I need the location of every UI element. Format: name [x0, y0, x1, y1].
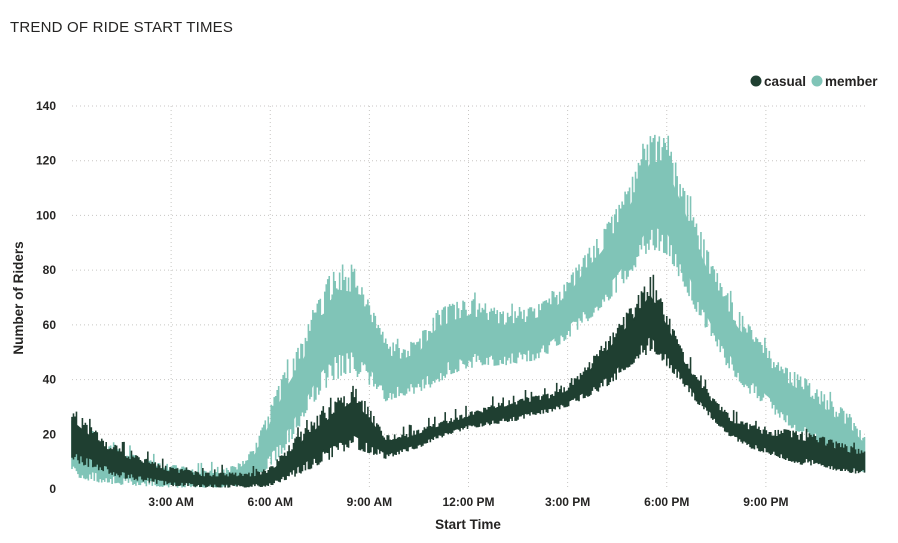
y-tick-label: 20 — [43, 427, 57, 441]
y-axis-title: Number of Riders — [11, 241, 26, 354]
legend-label-member: member — [825, 74, 878, 89]
x-tick-label: 9:00 AM — [347, 495, 393, 509]
y-axis-ticks: 0 20 40 60 80 100 120 140 — [36, 99, 56, 496]
x-tick-label: 12:00 PM — [442, 495, 494, 509]
legend-label-casual: casual — [764, 74, 806, 89]
y-tick-label: 140 — [36, 99, 56, 113]
y-tick-label: 100 — [36, 208, 56, 222]
x-tick-label: 3:00 AM — [148, 495, 194, 509]
y-tick-label: 80 — [43, 263, 57, 277]
y-tick-label: 60 — [43, 318, 57, 332]
y-tick-label: 120 — [36, 154, 56, 168]
x-tick-label: 3:00 PM — [545, 495, 590, 509]
x-axis-ticks: 3:00 AM 6:00 AM 9:00 AM 12:00 PM 3:00 PM 6:00… — [148, 495, 788, 509]
legend: casual member — [750, 74, 878, 89]
x-tick-label: 9:00 PM — [743, 495, 788, 509]
series-layer — [71, 134, 866, 488]
x-tick-label: 6:00 AM — [247, 495, 293, 509]
legend-marker-member — [811, 75, 823, 87]
x-tick-label: 6:00 PM — [644, 495, 689, 509]
legend-marker-casual — [750, 75, 762, 87]
chart-title: TREND OF RIDE START TIMES — [10, 19, 234, 36]
y-tick-label: 40 — [43, 373, 57, 387]
x-axis-title: Start Time — [435, 517, 501, 532]
y-tick-label: 0 — [49, 482, 56, 496]
series-line-casual — [71, 274, 866, 488]
